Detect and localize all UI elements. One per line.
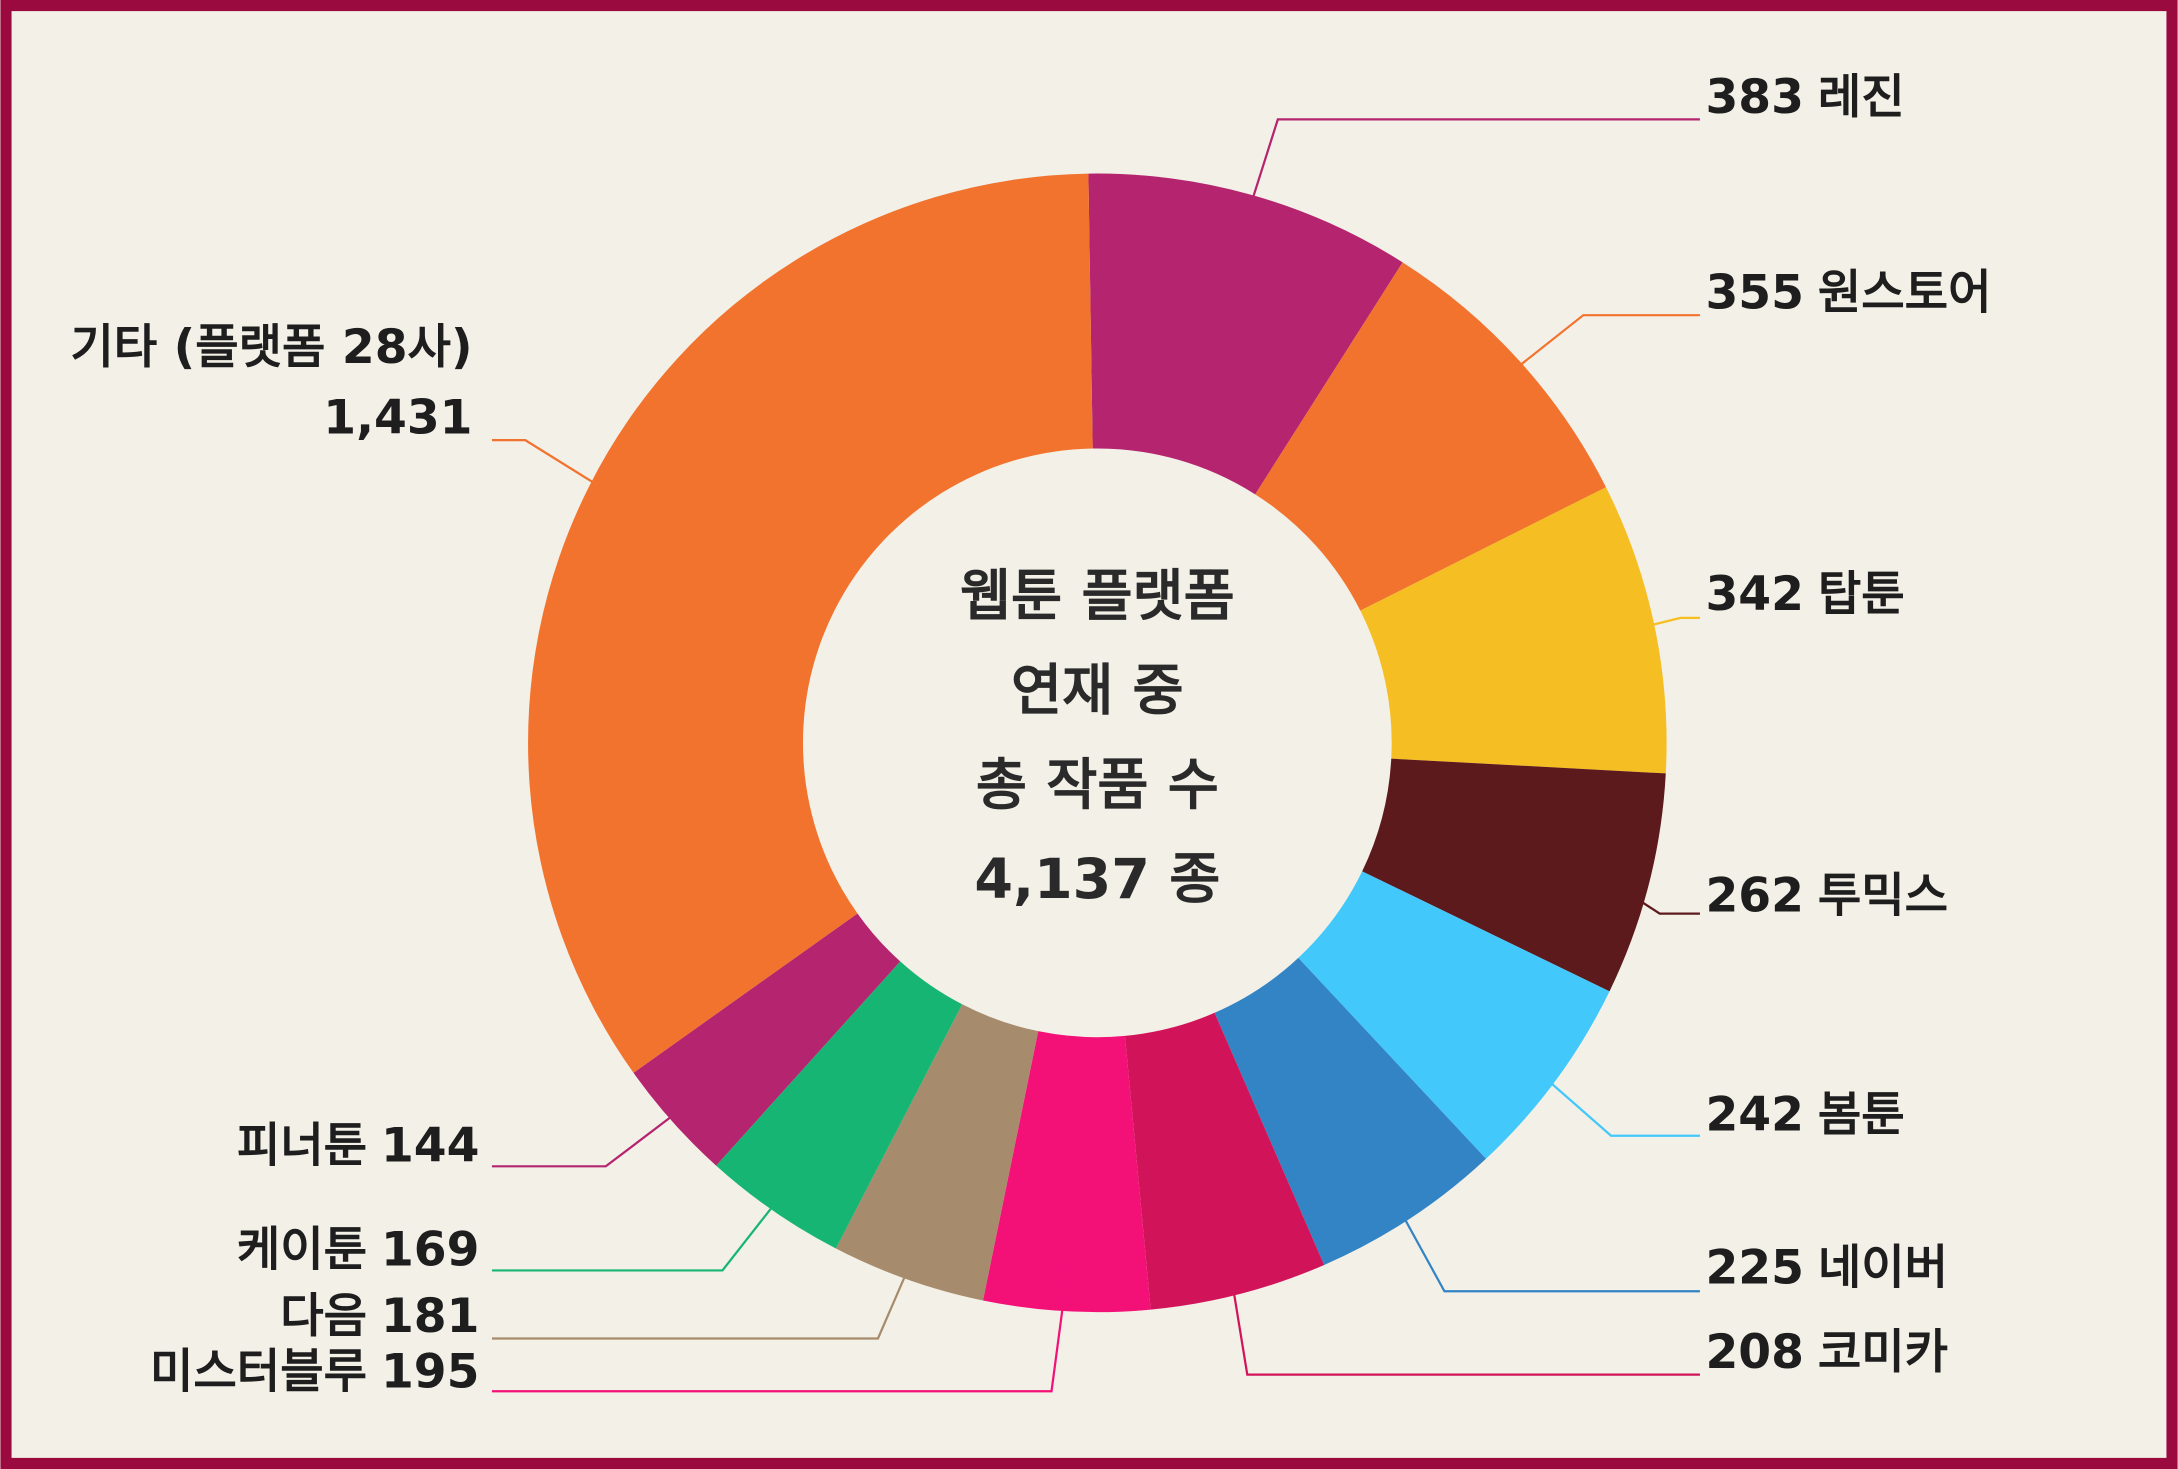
data-label: 355 원스토어	[1705, 266, 1991, 321]
labels: 383 레진 355 원스토어 342 탑툰 262 투믹스 242 봄툰 225 네이버 208 코미카…	[70, 70, 1991, 1400]
value-label: 225	[1705, 1240, 1804, 1295]
data-label: 208 코미카	[1705, 1325, 1948, 1380]
data-label: 262 투믹스	[1705, 868, 1948, 923]
category-label: 피너툰	[237, 1118, 367, 1173]
leader-line	[1510, 1046, 1700, 1137]
value-label: 342	[1705, 567, 1804, 622]
slice	[982, 1031, 1151, 1313]
center-text: 연재 중	[1011, 658, 1184, 723]
leader-line	[1235, 118, 1700, 249]
slice	[835, 1004, 1039, 1301]
leader-line	[491, 1083, 715, 1168]
slice	[716, 961, 963, 1249]
data-label: 미스터블루 195	[150, 1345, 479, 1400]
value-label: 144	[381, 1118, 479, 1173]
slice	[1124, 1012, 1325, 1310]
slice	[1360, 487, 1667, 774]
category-label: 네이버	[1818, 1240, 1948, 1295]
value-label: 355	[1705, 266, 1804, 321]
value-label: 181	[381, 1289, 479, 1344]
value-label: 383	[1705, 70, 1804, 125]
value-label: 208	[1705, 1325, 1804, 1380]
data-label: 242 봄툰	[1705, 1088, 1904, 1143]
value-label: 169	[381, 1222, 479, 1277]
leader-line	[1599, 616, 1700, 639]
leader-line	[491, 1255, 1071, 1393]
leader-line	[1594, 870, 1700, 915]
leader-line	[491, 1226, 928, 1340]
slice	[633, 913, 901, 1166]
slice	[1088, 173, 1403, 495]
data-label: 피너툰 144	[237, 1118, 480, 1173]
leader-line	[491, 1164, 806, 1272]
slices	[528, 173, 1667, 1313]
data-label: 383 레진	[1705, 70, 1904, 125]
slice	[1298, 871, 1610, 1159]
category-label: 레진	[1818, 70, 1905, 125]
center-text: 웹툰 플랫폼	[960, 564, 1235, 629]
category-label: 코미카	[1818, 1325, 1948, 1380]
category-label: 봄툰	[1818, 1088, 1905, 1143]
value-label: 262	[1705, 868, 1804, 923]
value-label: 242	[1705, 1088, 1804, 1143]
center-text: 4,137 종	[974, 847, 1220, 912]
center-text: 총 작품 수	[976, 753, 1219, 818]
slice	[528, 173, 1093, 1073]
value-label: 1,431	[323, 391, 472, 446]
data-label: 225 네이버	[1705, 1240, 1948, 1295]
data-label: 다음 181	[280, 1289, 479, 1344]
category-label: 탑툰	[1818, 567, 1905, 622]
leader-line	[491, 439, 640, 512]
category-label: 미스터블루	[150, 1345, 367, 1400]
leader-line	[1477, 314, 1700, 400]
leader-line	[1224, 1240, 1700, 1376]
data-label: 342 탑툰	[1705, 567, 1904, 622]
slice	[1255, 262, 1606, 611]
category-label: 케이툰	[237, 1222, 367, 1277]
category-label: 다음	[280, 1289, 367, 1344]
category-label: 투믹스	[1818, 868, 1948, 923]
leader-line	[1378, 1171, 1700, 1293]
category-label: 원스토어	[1818, 266, 1992, 321]
slice	[1214, 957, 1487, 1265]
value-label: 195	[381, 1345, 479, 1400]
category-label: 기타 (플랫폼 28사)	[70, 320, 472, 375]
data-label: 케이툰 169	[237, 1222, 480, 1277]
slice	[1362, 758, 1666, 992]
